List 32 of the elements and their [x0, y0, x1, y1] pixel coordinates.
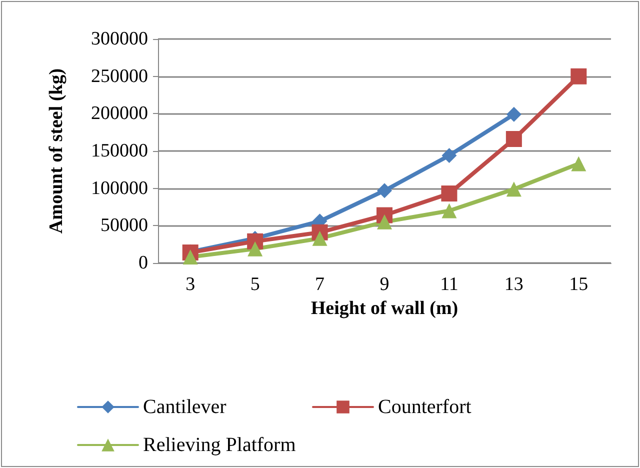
point [506, 131, 522, 148]
point [441, 186, 458, 202]
y-tick-label: 300000 [91, 28, 148, 50]
point [442, 203, 457, 218]
point [570, 68, 587, 84]
point [571, 156, 586, 172]
x-tick-label: 5 [250, 274, 260, 295]
point [377, 214, 392, 230]
y-axis-title: Amount of steel (kg) [46, 68, 67, 234]
x-tick-label: 15 [569, 274, 588, 295]
legend-label: Cantilever [143, 396, 227, 418]
y-tick-label: 0 [138, 252, 148, 274]
x-tick-label: 3 [186, 274, 196, 295]
y-tick-label: 150000 [91, 140, 148, 162]
x-tick-label: 9 [380, 274, 390, 295]
y-tick-label: 250000 [91, 66, 148, 87]
point [182, 250, 198, 265]
point [377, 183, 392, 198]
x-tick-label: 13 [504, 274, 524, 295]
x-tick-label: 11 [440, 274, 458, 295]
y-tick-label: 100000 [91, 178, 148, 199]
point [312, 230, 328, 246]
y-tick-label: 200000 [91, 103, 148, 124]
x-axis-title: Height of wall (m) [310, 298, 458, 319]
point [506, 182, 522, 197]
point [506, 106, 522, 122]
legend-label: Relieving Platform [143, 434, 296, 456]
x-tick-label: 7 [315, 274, 325, 295]
y-tick-label: 50000 [100, 215, 148, 236]
legend-label: Counterfort [378, 396, 472, 418]
point [442, 148, 457, 163]
point [248, 241, 263, 256]
